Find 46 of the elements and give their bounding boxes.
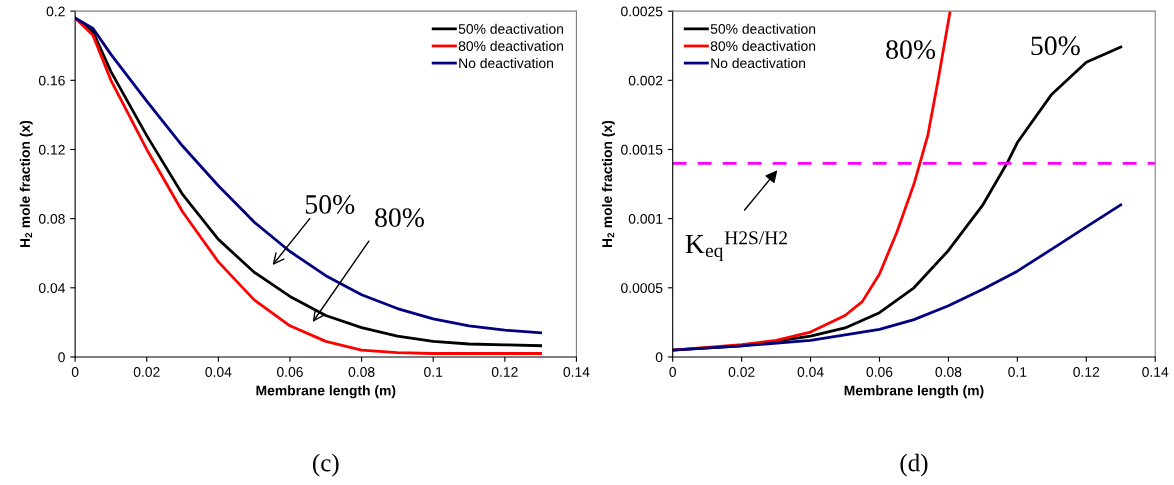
- x-tick-label: 0.04: [205, 367, 232, 377]
- x-tick-label: 0: [71, 367, 79, 377]
- x-tick-label: 0.1: [424, 367, 443, 377]
- x-tick-label: 0.14: [1142, 367, 1169, 377]
- annotation: K$_{eq}$$^{H2S/H2}$: [685, 231, 787, 262]
- x-tick-label: 0.08: [348, 367, 375, 377]
- legend-label: 80% deactivation: [458, 40, 564, 51]
- y-tick-label: 0.2: [46, 6, 65, 17]
- x-axis-title: Membrane length (m): [844, 385, 984, 399]
- y-tick-label: 0.16: [38, 75, 65, 86]
- legend-label: No deactivation: [711, 57, 806, 69]
- x-axis-title: Membrane length (m): [256, 385, 396, 399]
- annotation: 50%: [305, 195, 355, 214]
- legend-label: No deactivation: [459, 57, 553, 69]
- text: (c): [313, 453, 339, 477]
- x-tick-label: 0.1: [1008, 367, 1027, 377]
- y-tick-label: 0: [655, 352, 663, 363]
- y-tick-label: 0.08: [38, 213, 65, 224]
- y-tick-label: 0.0025: [621, 6, 663, 17]
- y-axis-title: H$_{2}$ mole fraction (x): [601, 120, 615, 248]
- y-tick-label: 0.002: [628, 75, 663, 86]
- y-tick-label: 0.0015: [621, 144, 663, 155]
- y-axis-title: H$_{2}$ mole fraction (x): [19, 120, 33, 248]
- x-tick-label: 0.06: [277, 367, 303, 377]
- y-tick-label: 0.001: [628, 213, 663, 224]
- legend-label: 50% deactivation: [458, 23, 564, 34]
- y-tick-label: 0.12: [38, 144, 65, 155]
- annotation: 50%: [1031, 36, 1080, 56]
- x-tick-label: 0.08: [935, 367, 962, 377]
- x-tick-label: 0.02: [133, 367, 160, 377]
- annotation: 80%: [375, 208, 424, 228]
- x-tick-label: 0.14: [563, 367, 590, 377]
- y-tick-label: 0.0005: [621, 283, 663, 293]
- x-tick-label: 0.12: [1073, 367, 1100, 377]
- annotation: 80%: [886, 40, 936, 59]
- y-tick-label: 0: [58, 352, 65, 363]
- text: (d): [900, 453, 928, 477]
- y-tick-label: 0.04: [38, 283, 66, 293]
- legend-label: 50% deactivation: [710, 23, 816, 34]
- x-tick-label: 0.04: [797, 367, 824, 377]
- line-series: [672, 203, 1123, 352]
- legend-label: 80% deactivation: [710, 40, 816, 51]
- x-tick-label: 0.06: [866, 367, 893, 377]
- x-tick-label: 0: [669, 367, 677, 377]
- x-tick-label: 0.12: [491, 367, 518, 377]
- x-tick-label: 0.02: [728, 367, 755, 377]
